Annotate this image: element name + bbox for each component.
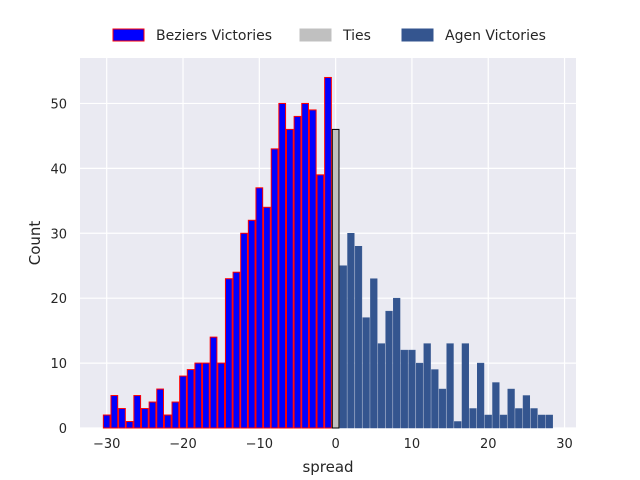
bar-beziers — [217, 362, 226, 429]
bar-tie — [331, 128, 340, 429]
bar-beziers — [308, 109, 317, 429]
bar-beziers — [278, 102, 287, 429]
bar-agen — [507, 388, 515, 429]
legend-swatch-ties — [299, 28, 332, 42]
bar-agen — [545, 414, 553, 429]
bar-agen — [400, 349, 408, 429]
bar-beziers — [179, 375, 187, 429]
bar-agen — [515, 408, 523, 429]
legend-label-agen: Agen Victories — [445, 28, 546, 44]
bar-agen — [469, 408, 477, 429]
bar-beziers — [240, 232, 248, 429]
bar-agen — [484, 414, 492, 429]
bar-beziers — [102, 414, 111, 429]
legend: Beziers Victories Ties Agen Victories — [112, 28, 546, 44]
bar-agen — [522, 395, 531, 429]
bar-agen — [538, 414, 546, 429]
bar-beziers — [301, 102, 309, 429]
x-tick-label: −10 — [246, 437, 273, 452]
bar-beziers — [270, 148, 279, 429]
bar-agen — [393, 297, 401, 429]
bar-agen — [446, 343, 454, 429]
bar-agen — [461, 343, 469, 429]
bar-agen — [339, 265, 347, 429]
bar-agen — [354, 245, 363, 429]
y-tick-label: 20 — [50, 292, 67, 307]
bar-agen — [370, 278, 378, 429]
bar-beziers — [186, 369, 195, 429]
bar-agen — [530, 408, 538, 429]
bar-beziers — [224, 278, 233, 429]
bar-beziers — [285, 128, 294, 429]
bar-beziers — [156, 388, 164, 429]
bar-beziers — [232, 271, 241, 429]
bar-agen — [477, 362, 485, 429]
x-tick-label: 10 — [404, 437, 421, 452]
x-tick-label: 0 — [331, 437, 339, 452]
bar-beziers — [247, 219, 256, 429]
bar-beziers — [194, 362, 203, 429]
bar-beziers — [209, 336, 218, 429]
bar-beziers — [141, 408, 149, 429]
bar-beziers — [255, 187, 264, 429]
bar-beziers — [133, 395, 142, 429]
bar-agen — [499, 414, 508, 429]
tick-labels: −30 −20 −10 0 10 20 30 0 10 20 30 40 50 — [50, 97, 572, 452]
bar-agen — [492, 382, 500, 429]
bar-agen — [385, 310, 393, 429]
bar-beziers — [125, 421, 134, 429]
bar-beziers — [316, 174, 325, 429]
x-tick-label: 30 — [556, 437, 573, 452]
bar-agen — [454, 421, 462, 429]
x-tick-label: −20 — [169, 437, 196, 452]
bar-agen — [438, 388, 447, 429]
y-tick-label: 30 — [50, 227, 67, 242]
y-tick-label: 50 — [50, 97, 67, 112]
legend-label-beziers: Beziers Victories — [156, 28, 272, 44]
bar-beziers — [293, 115, 302, 429]
y-tick-label: 40 — [50, 162, 67, 177]
x-tick-label: 20 — [480, 437, 497, 452]
bar-beziers — [148, 401, 157, 429]
bar-beziers — [171, 401, 180, 429]
bar-beziers — [202, 362, 210, 429]
bar-agen — [415, 362, 424, 429]
bar-beziers — [163, 414, 172, 429]
x-tick-label: −30 — [93, 437, 120, 452]
bar-agen — [362, 317, 370, 429]
bar-beziers — [110, 395, 119, 429]
x-axis-label: spread — [302, 458, 353, 476]
bar-beziers — [324, 76, 332, 429]
bar-agen — [431, 369, 439, 429]
y-axis-label: Count — [26, 221, 44, 266]
bar-agen — [377, 343, 386, 429]
bar-agen — [408, 349, 416, 429]
legend-swatch-beziers — [112, 28, 145, 42]
legend-swatch-agen — [401, 28, 434, 42]
y-tick-label: 10 — [50, 357, 67, 372]
bar-beziers — [263, 206, 271, 429]
bar-beziers — [118, 408, 126, 429]
bars — [102, 76, 553, 429]
legend-label-ties: Ties — [342, 28, 371, 44]
bar-agen — [423, 343, 431, 429]
y-tick-label: 0 — [59, 422, 67, 437]
bar-agen — [347, 233, 355, 429]
